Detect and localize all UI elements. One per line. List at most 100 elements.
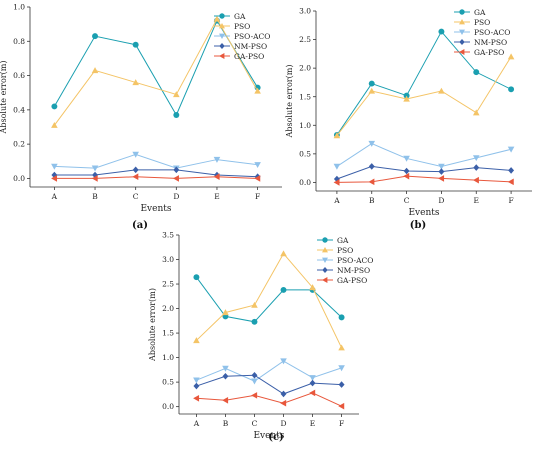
legend-swatch-marker <box>219 43 225 49</box>
x-tick-label: A <box>51 192 58 201</box>
x-tick-label: C <box>133 192 139 201</box>
x-axis-title: Events <box>408 208 439 218</box>
y-tick-label: 0.5 <box>162 378 174 387</box>
series-pso-aco <box>333 140 515 170</box>
data-point <box>173 175 179 182</box>
y-tick-label: 1.5 <box>162 329 174 338</box>
x-tick-label: C <box>252 419 258 428</box>
series-pso <box>193 250 345 351</box>
data-point <box>507 146 515 153</box>
x-tick-label: F <box>508 196 513 205</box>
legend-label: PSO-ACO <box>234 32 270 41</box>
series-nm-pso <box>193 371 345 398</box>
data-point <box>438 168 445 175</box>
legend-swatch-marker <box>322 277 328 283</box>
y-tick-label: 1.5 <box>299 92 311 101</box>
data-point <box>254 175 261 182</box>
data-point <box>338 314 345 321</box>
series-line <box>53 19 259 117</box>
data-point <box>438 87 445 94</box>
data-point <box>403 155 410 162</box>
x-tick-label: B <box>92 192 98 201</box>
data-point <box>508 167 515 174</box>
legend-label: PSO-ACO <box>474 28 510 37</box>
series-line <box>54 169 258 178</box>
data-point <box>333 163 341 170</box>
data-point <box>132 79 139 86</box>
series-line <box>196 374 342 395</box>
data-point <box>193 395 200 402</box>
data-point <box>251 378 258 385</box>
legend-swatch-marker <box>459 29 465 35</box>
legend-label: NM-PSO <box>234 42 267 51</box>
y-tick-label: 0.8 <box>13 37 25 46</box>
legend-swatch-marker <box>219 23 225 29</box>
data-point <box>251 318 258 325</box>
series-line <box>53 17 259 126</box>
legend-swatch-marker <box>322 247 328 253</box>
data-point <box>508 86 515 93</box>
y-axis-title: Absolute error(m) <box>0 61 8 135</box>
legend-swatch-marker <box>322 257 328 263</box>
legend-label: GA-PSO <box>474 48 504 57</box>
legend-label: PSO-ACO <box>337 256 373 265</box>
data-point <box>91 67 99 74</box>
legend-label: PSO <box>234 22 250 31</box>
series-pso <box>333 53 515 139</box>
series-pso-aco <box>51 151 261 172</box>
data-point <box>213 15 221 22</box>
data-point <box>472 176 479 184</box>
data-point <box>309 389 316 397</box>
data-point <box>173 166 180 174</box>
data-point <box>51 163 58 170</box>
data-point <box>193 382 200 390</box>
series-line <box>336 56 512 136</box>
data-point <box>368 140 376 147</box>
series-line <box>336 143 512 167</box>
data-point <box>507 178 514 186</box>
data-point <box>51 175 58 182</box>
data-point <box>473 69 480 76</box>
data-point <box>333 175 340 183</box>
series-line <box>196 252 343 349</box>
data-point <box>438 163 445 170</box>
data-point <box>132 166 139 174</box>
data-point <box>222 372 229 380</box>
legend-swatch-marker <box>459 39 465 45</box>
data-point <box>173 112 180 118</box>
legend-label: GA <box>337 236 349 245</box>
y-tick-label: 2.0 <box>162 304 174 313</box>
data-point <box>309 379 316 387</box>
y-tick-label: 2.5 <box>299 35 311 44</box>
x-tick-label: D <box>173 192 179 201</box>
y-tick-label: 0.0 <box>13 174 25 183</box>
panel-caption: (b) <box>410 220 426 231</box>
data-point <box>338 381 345 388</box>
y-axis-title: Absolute error(m) <box>285 65 294 139</box>
data-point <box>368 178 375 186</box>
data-point <box>254 162 261 169</box>
data-point <box>338 365 345 372</box>
data-point <box>403 172 410 180</box>
legend-label: GA <box>234 12 246 21</box>
y-tick-label: 0.0 <box>162 402 174 411</box>
data-point <box>193 274 200 281</box>
series-ga-pso <box>51 173 261 182</box>
series-line <box>54 176 258 179</box>
y-tick-label: 0.6 <box>13 71 25 80</box>
data-point <box>338 402 345 410</box>
data-point <box>254 87 261 94</box>
chart-panel-2: 0.0 0.5 1.0 1.5 2.0 2.5 3.0 A B C D E F Events Absolut… <box>285 7 532 231</box>
x-tick-label: D <box>281 419 287 428</box>
legend-swatch-marker <box>322 267 328 273</box>
x-axis-title: Events <box>253 431 284 441</box>
x-tick-label: F <box>255 192 260 201</box>
x-tick-label: A <box>333 196 340 205</box>
data-point <box>92 33 99 40</box>
series-line <box>196 360 342 382</box>
legend-label: GA-PSO <box>234 52 264 61</box>
data-point <box>222 365 229 372</box>
y-tick-label: 0.2 <box>13 140 25 149</box>
y-tick-label: 0.4 <box>13 105 25 114</box>
